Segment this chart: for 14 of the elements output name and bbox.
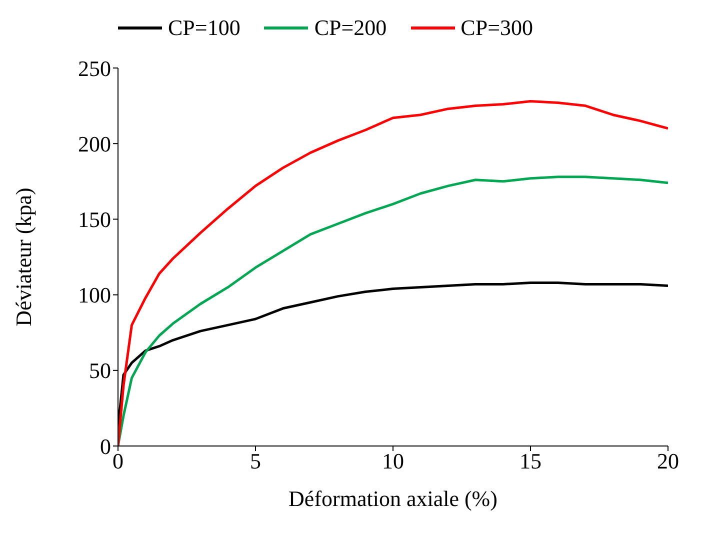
x-tick-label: 20 <box>657 448 679 474</box>
y-tick-label: 100 <box>78 282 111 308</box>
y-tick-label: 250 <box>78 56 111 81</box>
x-tick-label: 10 <box>382 448 404 474</box>
legend-label: CP=300 <box>460 15 533 41</box>
x-tick-label: 5 <box>250 448 261 474</box>
legend-label: CP=100 <box>168 15 240 41</box>
legend-label: CP=200 <box>314 15 387 41</box>
y-axis-title: Déviateur (kpa) <box>10 188 36 326</box>
y-tick-label: 150 <box>78 207 111 232</box>
x-tick-label: 15 <box>520 448 542 474</box>
x-axis-title: Déformation axiale (%) <box>288 486 498 511</box>
y-tick-label: 50 <box>89 358 111 384</box>
y-tick-label: 200 <box>78 131 111 156</box>
